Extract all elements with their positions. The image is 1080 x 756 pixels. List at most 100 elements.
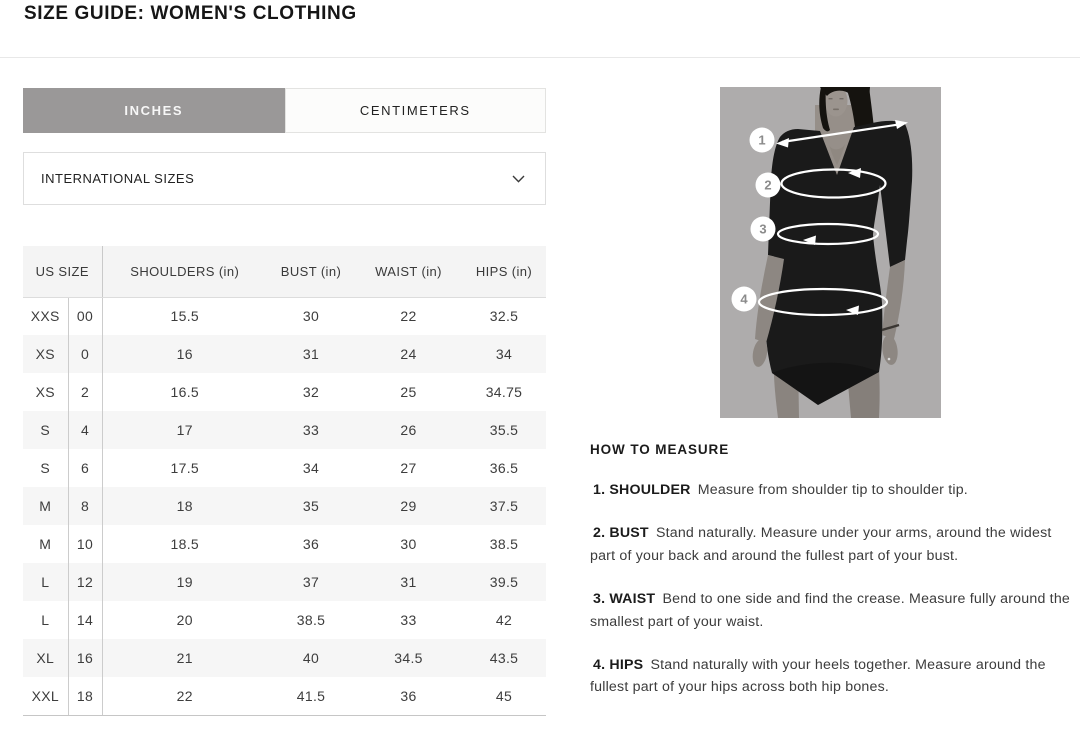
size-table-row: S 4 17 33 26 35.5 (23, 411, 546, 449)
measure-instruction-label: 1. SHOULDER (593, 482, 691, 498)
cell-shoulders: 21 (176, 650, 193, 666)
cell-shoulders: 16 (176, 346, 193, 362)
size-table-row: XL 16 21 40 34.5 43.5 (23, 639, 546, 677)
size-table-row: XS 0 16 31 24 34 (23, 335, 546, 373)
cell-bust: 32 (302, 384, 320, 400)
cell-us-size: 6 (68, 449, 103, 487)
measure-instruction-label: 3. WAIST (593, 591, 656, 608)
marker-4: 4 (740, 292, 748, 307)
column-header-waist: WAIST (in) (355, 246, 462, 298)
cell-hips: 34 (495, 346, 513, 362)
cell-shoulders: 20 (176, 612, 193, 628)
cell-us-size: 12 (68, 563, 103, 601)
measure-instruction-text: Measure from shoulder tip to shoulder ti… (693, 482, 968, 498)
cell-us-size: 0 (68, 335, 103, 373)
tab-centimeters[interactable]: CENTIMETERS (284, 88, 546, 133)
cell-bust: 31 (302, 346, 320, 362)
cell-size-label: XXL (23, 677, 69, 716)
cell-waist: 24 (400, 346, 417, 362)
column-header-hips: HIPS (in) (462, 246, 546, 298)
cell-waist: 33 (400, 612, 417, 628)
cell-hips: 37.5 (489, 498, 519, 514)
cell-hips: 35.5 (489, 422, 519, 438)
marker-1: 1 (758, 133, 765, 148)
cell-waist: 25 (400, 384, 417, 400)
cell-us-size: 00 (68, 297, 103, 335)
cell-hips: 42 (495, 612, 513, 628)
cell-size-label: XXS (23, 297, 69, 335)
cell-shoulders: 17.5 (170, 460, 199, 476)
cell-size-label: M (23, 487, 69, 525)
size-table-row: M 8 18 35 29 37.5 (23, 487, 546, 525)
how-to-measure-list: 1. SHOULDER Measure from shoulder tip to… (590, 479, 1070, 699)
measure-instruction-text: Stand naturally with your heels together… (590, 657, 1046, 696)
cell-us-size: 14 (68, 601, 103, 639)
cell-size-label: XL (23, 639, 69, 677)
size-table-row: XS 2 16.5 32 25 34.75 (23, 373, 546, 411)
cell-shoulders: 17 (176, 422, 193, 438)
how-to-measure-heading: HOW TO MEASURE (590, 442, 730, 457)
cell-us-size: 18 (68, 677, 103, 716)
international-sizes-dropdown[interactable]: INTERNATIONAL SIZES (23, 152, 546, 205)
size-table-body: XXS 00 15.5 30 22 32.5 XS 0 16 31 24 34 … (23, 297, 546, 716)
measure-instruction-text: Bend to one side and find the crease. Me… (590, 591, 1070, 630)
measurement-model-photo: 1 2 3 4 (720, 87, 941, 418)
cell-waist: 30 (400, 536, 417, 552)
measurement-markers: 1 2 3 4 (731, 127, 781, 312)
cell-hips: 45 (462, 677, 546, 716)
measure-instruction-text: Stand naturally. Measure under your arms… (590, 525, 1052, 564)
cell-size-label: M (23, 525, 69, 563)
cell-us-size: 4 (68, 411, 103, 449)
cell-bust: 38.5 (296, 612, 326, 628)
cell-size-label: L (23, 601, 69, 639)
measure-instruction: 4. HIPS Stand naturally with your heels … (590, 654, 1070, 699)
marker-2: 2 (764, 178, 771, 193)
cell-shoulders: 19 (176, 574, 193, 590)
measure-instruction-label: 4. HIPS (593, 657, 644, 674)
cell-us-size: 2 (68, 373, 103, 411)
size-table-header-row: US SIZE SHOULDERS (in) BUST (in) WAIST (… (23, 246, 546, 298)
cell-waist: 34.5 (394, 650, 423, 666)
cell-size-label: L (23, 563, 69, 601)
cell-hips: 39.5 (489, 574, 519, 590)
cell-bust: 40 (302, 650, 320, 666)
how-to-measure-section: HOW TO MEASURE 1. SHOULDER Measure from … (590, 442, 1070, 720)
cell-us-size: 10 (68, 525, 103, 563)
cell-size-label: XS (23, 335, 69, 373)
size-table-row: L 12 19 37 31 39.5 (23, 563, 546, 601)
cell-bust: 33 (302, 422, 320, 438)
dropdown-selected-value: INTERNATIONAL SIZES (41, 171, 195, 186)
page-title: SIZE GUIDE: WOMEN'S CLOTHING (24, 3, 357, 24)
cell-size-label: XS (23, 373, 69, 411)
cell-hips: 38.5 (489, 536, 519, 552)
cell-waist: 26 (400, 422, 417, 438)
cell-hips: 34.75 (485, 384, 523, 400)
measure-instruction: 2. BUST Stand naturally. Measure under y… (590, 522, 1070, 567)
size-table-row: M 10 18.5 36 30 38.5 (23, 525, 546, 563)
column-header-bust: BUST (in) (267, 246, 355, 298)
size-table-row: L 14 20 38.5 33 42 (23, 601, 546, 639)
cell-hips: 36.5 (489, 460, 519, 476)
size-table-row: XXL 18 22 41.5 36 45 (23, 677, 546, 716)
cell-size-label: S (23, 449, 69, 487)
cell-bust: 36 (302, 536, 320, 552)
cell-shoulders: 16.5 (170, 384, 199, 400)
model-figure-illustration: 1 2 3 4 (720, 87, 941, 418)
unit-tabs: INCHES CENTIMETERS (23, 88, 546, 133)
measurement-overlay (757, 122, 903, 317)
cell-hips: 32.5 (489, 308, 519, 325)
measure-instruction: 1. SHOULDER Measure from shoulder tip to… (590, 479, 1070, 501)
cell-bust: 41.5 (267, 677, 355, 716)
tab-inches[interactable]: INCHES (23, 88, 285, 133)
column-header-shoulders: SHOULDERS (in) (102, 246, 267, 298)
size-table-row: XXS 00 15.5 30 22 32.5 (23, 297, 546, 335)
cell-shoulders: 18.5 (170, 536, 199, 552)
cell-bust: 30 (302, 308, 320, 325)
cell-hips: 43.5 (489, 650, 519, 666)
measure-instruction-label: 2. BUST (593, 525, 649, 542)
cell-shoulders: 22 (102, 677, 267, 716)
cell-size-label: S (23, 411, 69, 449)
column-header-us-size: US SIZE (23, 246, 103, 298)
cell-waist: 31 (400, 574, 417, 590)
